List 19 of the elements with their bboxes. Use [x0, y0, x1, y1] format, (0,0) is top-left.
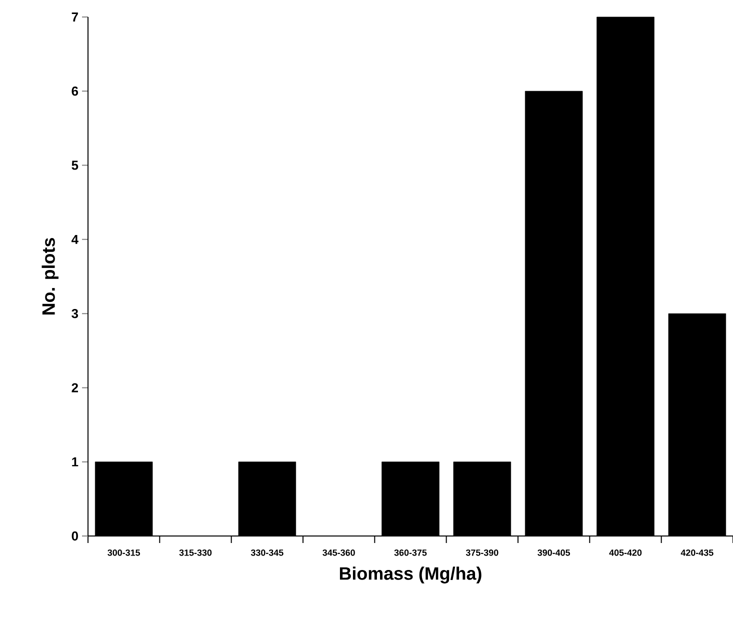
x-tick-label: 315-330: [179, 549, 212, 556]
y-tick-label: 2: [72, 383, 78, 392]
x-tick-label: 345-360: [322, 549, 355, 556]
y-axis-title: No. plots: [42, 238, 58, 314]
y-tick-label: 6: [72, 86, 78, 96]
y-tick-label: 5: [72, 160, 78, 170]
x-axis-title: Biomass (Mg/ha): [340, 566, 482, 584]
x-tick-label: 300-315: [108, 549, 140, 556]
y-tick-label: 4: [72, 234, 78, 244]
x-tick-label: 360-375: [394, 549, 427, 556]
y-tick-label: 1: [72, 457, 78, 466]
y-tick-label: 7: [72, 12, 78, 22]
x-tick-label: 405-420: [609, 549, 642, 556]
y-tick-label: 3: [72, 308, 78, 318]
x-tick-label: 390-405: [538, 549, 570, 556]
x-tick-label: 420-435: [680, 549, 714, 556]
x-tick-label: 330-345: [250, 549, 284, 556]
x-tick-label: 375-390: [466, 549, 498, 556]
y-tick-label: 0: [72, 531, 78, 541]
